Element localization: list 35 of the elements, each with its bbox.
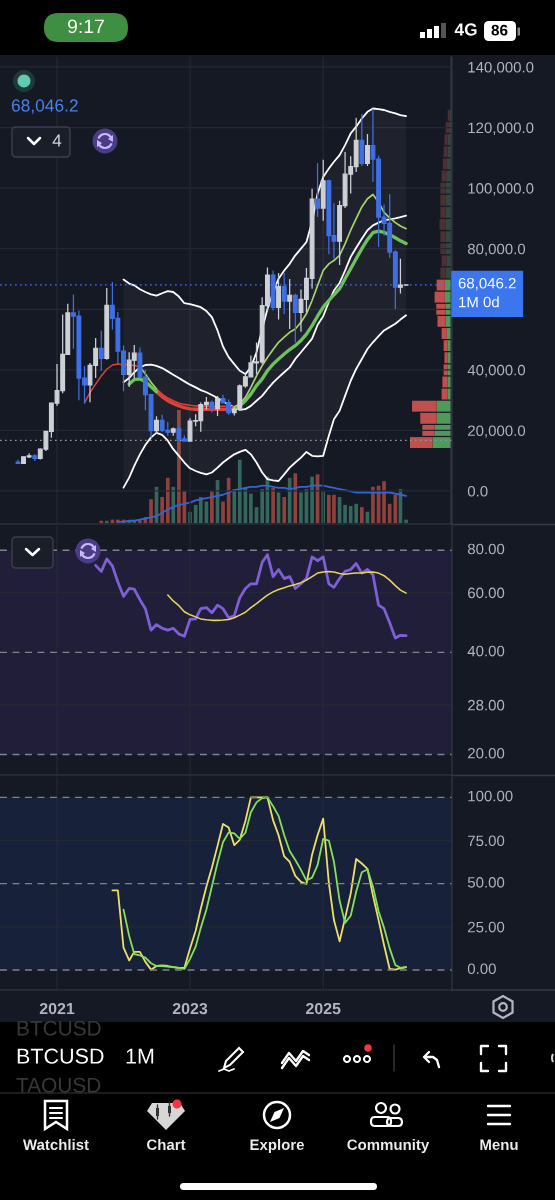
text: 4G xyxy=(454,23,477,36)
y-tick-label: 100,000.0 xyxy=(468,183,534,196)
x-tick-label: 2025 xyxy=(305,1002,341,1015)
y-tick-label: 28.00 xyxy=(468,699,505,711)
text: 1M xyxy=(126,1048,154,1064)
text: Explore xyxy=(250,1139,304,1153)
text: BTCUSD xyxy=(17,1020,101,1036)
ref-line-label: 68,046.2 1M 0d xyxy=(458,277,516,308)
y-tick-label: 75.00 xyxy=(468,835,505,847)
annotation: 4 xyxy=(52,134,62,147)
ref-line-label: 100.00 xyxy=(468,790,513,802)
text: BTCUSD xyxy=(17,1048,104,1064)
y-tick-label: 120,000.0 xyxy=(468,122,534,135)
ref-line-label: 80.00 xyxy=(467,543,505,555)
annotation: 68,046.2 xyxy=(11,99,78,114)
text: Menu xyxy=(480,1139,518,1151)
ref-line-label: 40.00 xyxy=(467,645,505,657)
x-tick-label: 2021 xyxy=(39,1002,75,1015)
y-tick-label: 0.0 xyxy=(467,485,488,497)
x-tick-label: 2023 xyxy=(172,1002,208,1015)
y-tick-label: 80,000.0 xyxy=(467,243,526,257)
ref-line-label: 20.00 xyxy=(468,747,505,759)
y-tick-label: 140,000.0 xyxy=(468,61,534,75)
text: Chart xyxy=(147,1139,186,1151)
text: Watchlist xyxy=(22,1139,89,1151)
y-tick-label: 25.00 xyxy=(468,921,505,933)
y-tick-label: 60.00 xyxy=(468,587,505,599)
y-tick-label: 20,000.0 xyxy=(468,425,526,438)
text: 9:17 xyxy=(67,19,104,34)
ref-line-label: 50.00 xyxy=(467,877,505,888)
ref-line-label: 0.00 xyxy=(467,963,496,974)
y-tick-label: 40,000.0 xyxy=(467,364,526,378)
text: Community xyxy=(347,1139,430,1153)
text: TAOUSD xyxy=(16,1077,101,1093)
text: 86 xyxy=(491,24,508,36)
